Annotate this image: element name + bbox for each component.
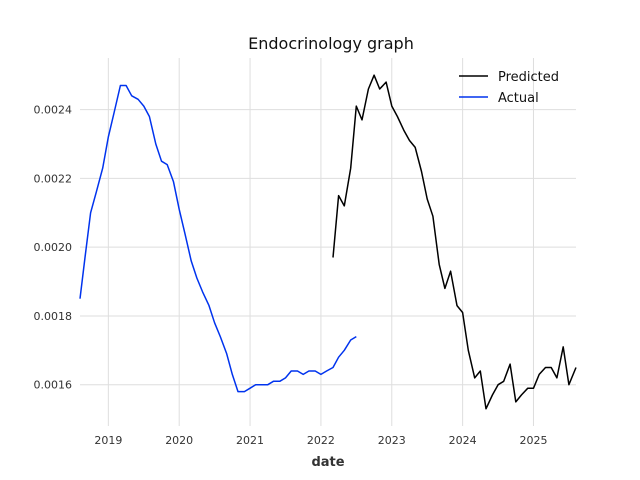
- series-layer: [79, 74, 577, 410]
- legend: Predicted Actual: [459, 70, 559, 106]
- legend-label-actual: Actual: [498, 91, 539, 106]
- x-tick-label: 2023: [378, 434, 406, 447]
- x-tick-label: 2021: [236, 434, 264, 447]
- legend-label-predicted: Predicted: [498, 70, 559, 85]
- y-axis-ticks: 0.0016 0.0018 0.0020 0.0022 0.0024: [34, 104, 73, 392]
- chart-title: Endocrinology graph: [248, 34, 414, 53]
- y-tick-label: 0.0024: [34, 104, 73, 117]
- grid: [80, 58, 576, 426]
- x-tick-label: 2019: [94, 434, 122, 447]
- y-tick-label: 0.0022: [34, 172, 73, 185]
- y-tick-label: 0.0020: [34, 241, 73, 254]
- x-tick-label: 2022: [307, 434, 335, 447]
- y-tick-label: 0.0016: [34, 379, 73, 392]
- x-tick-label: 2020: [165, 434, 193, 447]
- x-axis-label: date: [311, 455, 344, 470]
- series-line-actual: [79, 84, 357, 393]
- x-tick-label: 2025: [519, 434, 547, 447]
- y-tick-label: 0.0018: [34, 310, 73, 323]
- x-tick-label: 2024: [449, 434, 477, 447]
- x-axis-ticks: 2019 2020 2021 2022 2023 2024 2025: [94, 434, 547, 447]
- series-line-predicted: [332, 74, 577, 410]
